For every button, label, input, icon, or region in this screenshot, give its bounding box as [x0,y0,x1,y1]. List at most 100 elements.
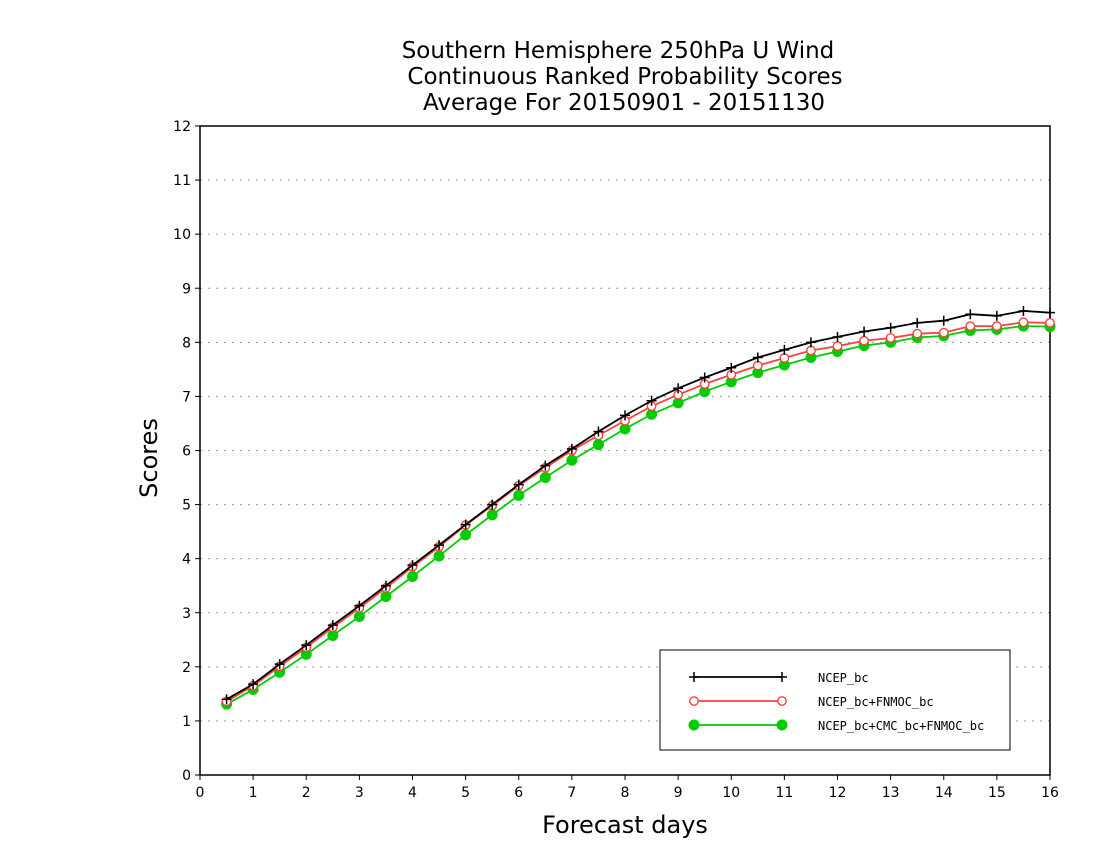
data-point [938,315,949,326]
data-point [380,580,391,591]
legend-marker [777,672,787,682]
data-point [620,410,630,421]
x-tick-label: 9 [674,785,683,801]
data-point [460,519,471,530]
data-point [965,321,976,332]
series-NCEP_bc [221,305,1055,705]
x-tick-label: 16 [1041,785,1059,801]
data-point [380,591,392,603]
data-point [327,620,338,631]
data-point [991,321,1002,332]
data-point [460,529,472,541]
x-axis-label: Forecast days [542,811,708,839]
x-tick-label: 12 [829,785,847,801]
data-point [221,694,232,705]
data-point [805,337,816,348]
data-point [965,309,976,320]
data-point [779,344,790,355]
y-tick-label: 2 [182,660,191,676]
legend-marker [688,719,700,731]
y-tick-label: 6 [182,444,191,460]
data-point [354,600,365,611]
title-line-2: Continuous Ranked Probability Scores [407,64,842,90]
data-point [752,360,763,371]
x-tick-label: 6 [514,785,523,801]
data-point [513,489,525,501]
data-point [779,353,790,363]
legend-marker [777,696,787,706]
data-point [433,550,445,562]
data-point [938,327,949,338]
data-point [487,499,498,510]
data-point [912,328,923,339]
legend: NCEP_bc NCEP_bc+FNMOC_bc NCEP_bc+CMC_bc+FN… [659,649,1011,751]
legend-box [659,649,1011,751]
data-point [540,460,551,471]
data-point [885,333,896,343]
data-point [806,345,816,356]
legend-marker [776,719,788,731]
data-point [832,341,843,352]
y-tick-label: 3 [182,606,191,622]
title-line-1: Southern Hemisphere 250hPa U Wind [402,38,835,64]
legend-entry: NCEP_bc+CMC_bc+FNMOC_bc [688,719,984,733]
y-tick-label: 4 [182,552,191,568]
x-tick-label: 4 [408,785,417,801]
data-point [859,335,869,346]
y-tick-label: 10 [173,227,191,243]
legend-entry: NCEP_bc [689,671,869,685]
y-tick-label: 11 [173,173,191,189]
y-tick-label: 0 [182,768,191,784]
y-tick-label: 9 [182,281,191,297]
data-point [566,454,578,466]
data-point [752,352,763,363]
data-point [434,540,445,551]
x-tick-label: 15 [988,785,1006,801]
x-tick-label: 14 [935,785,953,801]
series [221,305,1056,710]
x-tick-label: 11 [775,785,793,801]
data-point [646,395,657,406]
data-point [1018,317,1029,328]
chart-title: Southern Hemisphere 250hPa U Wind Contin… [402,38,843,116]
data-point [1018,305,1029,316]
data-point [353,611,365,623]
data-point [699,372,710,383]
x-ticks: 0 1 2 3 4 5 6 7 8 9 10 11 12 13 14 15 16 [196,775,1059,801]
legend-entry: NCEP_bc+FNMOC_bc [689,695,934,709]
legend-label: NCEP_bc+CMC_bc+FNMOC_bc [818,719,984,733]
y-tick-label: 8 [182,335,191,351]
x-tick-label: 3 [355,785,364,801]
data-point [885,322,896,333]
y-tick-label: 7 [182,389,191,405]
series-line [226,321,1051,703]
data-point [1045,317,1055,328]
legend-marker [689,672,699,682]
y-tick-label: 5 [182,498,191,514]
legend-label: NCEP_bc+FNMOC_bc [818,695,934,709]
x-tick-label: 13 [882,785,900,801]
y-axis-label: Scores [135,418,163,498]
x-tick-label: 1 [249,785,258,801]
data-point [513,479,524,490]
data-point [592,439,604,451]
data-point [274,659,285,670]
legend-marker [689,696,699,706]
x-tick-label: 7 [567,785,576,801]
data-point [859,326,870,337]
x-tick-label: 5 [461,785,470,801]
title-line-3: Average For 20150901 - 20151130 [423,90,825,116]
y-tick-label: 12 [173,119,191,135]
data-point [248,679,259,690]
y-tick-label: 1 [182,714,191,730]
x-tick-label: 0 [196,785,205,801]
x-tick-label: 10 [722,785,740,801]
series-NCEP_bc+FNMOC_bc [221,317,1055,707]
data-point [566,443,577,454]
data-point [301,640,312,651]
data-point [407,571,418,583]
data-point [539,472,551,484]
data-point [407,560,418,571]
